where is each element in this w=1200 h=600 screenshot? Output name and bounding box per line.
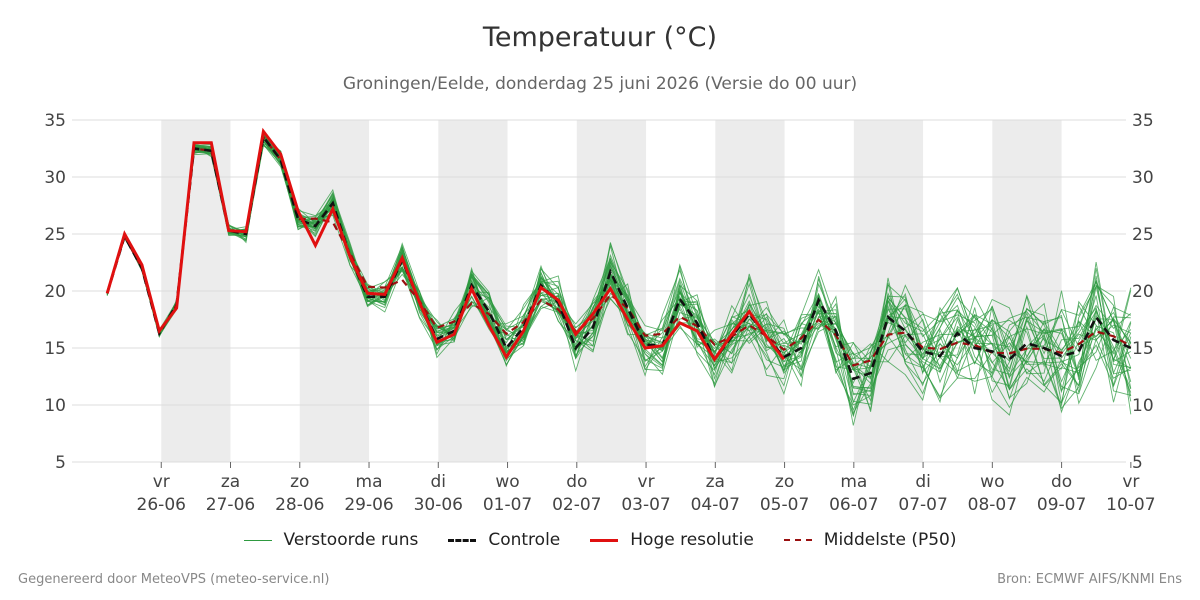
x-tick-date-05-07: 05-07 (760, 495, 809, 515)
x-tick-day-10-07: vr (1122, 472, 1139, 492)
legend-swatch-high-res (590, 538, 619, 542)
x-tick-day-30-06: di (431, 472, 447, 492)
y-tick-label-left-25: 25 (44, 225, 66, 245)
ensemble-run-27 (106, 138, 1132, 401)
x-tick-day-02-07: do (566, 472, 587, 492)
legend-item-median[interactable]: Middelste (P50) (783, 530, 957, 550)
x-tick-date-09-07: 09-07 (1037, 495, 1086, 515)
footer-generator: Gegenereerd door MeteoVPS (meteo-service… (18, 572, 330, 587)
x-tick-day-29-06: ma (356, 472, 383, 492)
x-tick-date-29-06: 29-06 (344, 495, 393, 515)
x-tick-day-06-07: ma (840, 472, 867, 492)
x-tick-day-27-06: za (221, 472, 240, 492)
x-tick-date-28-06: 28-06 (275, 495, 324, 515)
x-tick-date-26-06: 26-06 (137, 495, 186, 515)
legend-item-control[interactable]: Controle (448, 530, 560, 550)
legend-item-ensemble[interactable]: Verstoorde runs (243, 530, 419, 550)
legend-label-control: Controle (488, 530, 561, 550)
control-line (105, 133, 1132, 381)
x-tick-day-26-06: vr (153, 472, 170, 492)
temperature-chart: 5 5 10 10 15 15 20 20 25 25 30 30 35 35 vr 26-06 za 27-06… (44, 111, 1155, 515)
x-tick-date-30-06: 30-06 (414, 495, 463, 515)
x-tick-date-03-07: 03-07 (621, 495, 670, 515)
y-tick-label-right-10: 10 (1132, 396, 1154, 416)
y-tick-label-right-15: 15 (1132, 339, 1154, 359)
y-tick-label-left-35: 35 (44, 111, 66, 131)
x-tick-day-09-07: do (1051, 472, 1072, 492)
legend-label-ensemble: Verstoorde runs (283, 530, 419, 550)
x-tick-day-03-07: vr (638, 472, 655, 492)
x-tick-day-01-07: wo (495, 472, 519, 492)
legend-swatch-ensemble (243, 539, 272, 541)
legend-swatch-median (783, 539, 812, 541)
x-tick-date-01-07: 01-07 (483, 495, 532, 515)
chart-subtitle: Groningen/Eelde, donderdag 25 juni 2026 … (342, 74, 858, 94)
x-tick-date-10-07: 10-07 (1106, 495, 1155, 515)
legend-label-high-res: Hoge resolutie (630, 530, 754, 550)
x-tick-day-04-07: za (706, 472, 725, 492)
footer-source: Bron: ECMWF AIFS/KNMI Ens (997, 572, 1182, 587)
y-tick-label-right-35: 35 (1132, 111, 1154, 131)
x-tick-date-06-07: 06-07 (829, 495, 878, 515)
y-tick-label-left-30: 30 (44, 168, 66, 188)
y-tick-label-right-20: 20 (1132, 282, 1154, 302)
y-tick-label-right-30: 30 (1132, 168, 1154, 188)
x-tick-day-08-07: wo (980, 472, 1004, 492)
y-tick-label-right-25: 25 (1132, 225, 1154, 245)
chart-title: Temperatuur (°C) (482, 22, 718, 53)
x-tick-date-27-06: 27-06 (206, 495, 255, 515)
y-tick-label-left-20: 20 (44, 282, 66, 302)
x-tick-day-05-07: zo (775, 472, 794, 492)
y-tick-label-right-5: 5 (1132, 453, 1143, 473)
y-tick-label-left-15: 15 (44, 339, 66, 359)
y-tick-label-left-5: 5 (55, 453, 66, 473)
x-tick-date-08-07: 08-07 (968, 495, 1017, 515)
y-tick-label-left-10: 10 (44, 396, 66, 416)
x-tick-date-02-07: 02-07 (552, 495, 601, 515)
x-tick-day-07-07: di (915, 472, 931, 492)
legend: Verstoorde runs Controle Hoge resolutie … (0, 530, 1200, 550)
high-res-line (105, 127, 786, 363)
x-tick-day-28-06: zo (290, 472, 309, 492)
legend-label-median: Middelste (P50) (823, 530, 957, 550)
x-tick-date-04-07: 04-07 (691, 495, 740, 515)
legend-swatch-control (448, 538, 477, 542)
legend-item-high-res[interactable]: Hoge resolutie (590, 530, 754, 550)
x-tick-date-07-07: 07-07 (898, 495, 947, 515)
